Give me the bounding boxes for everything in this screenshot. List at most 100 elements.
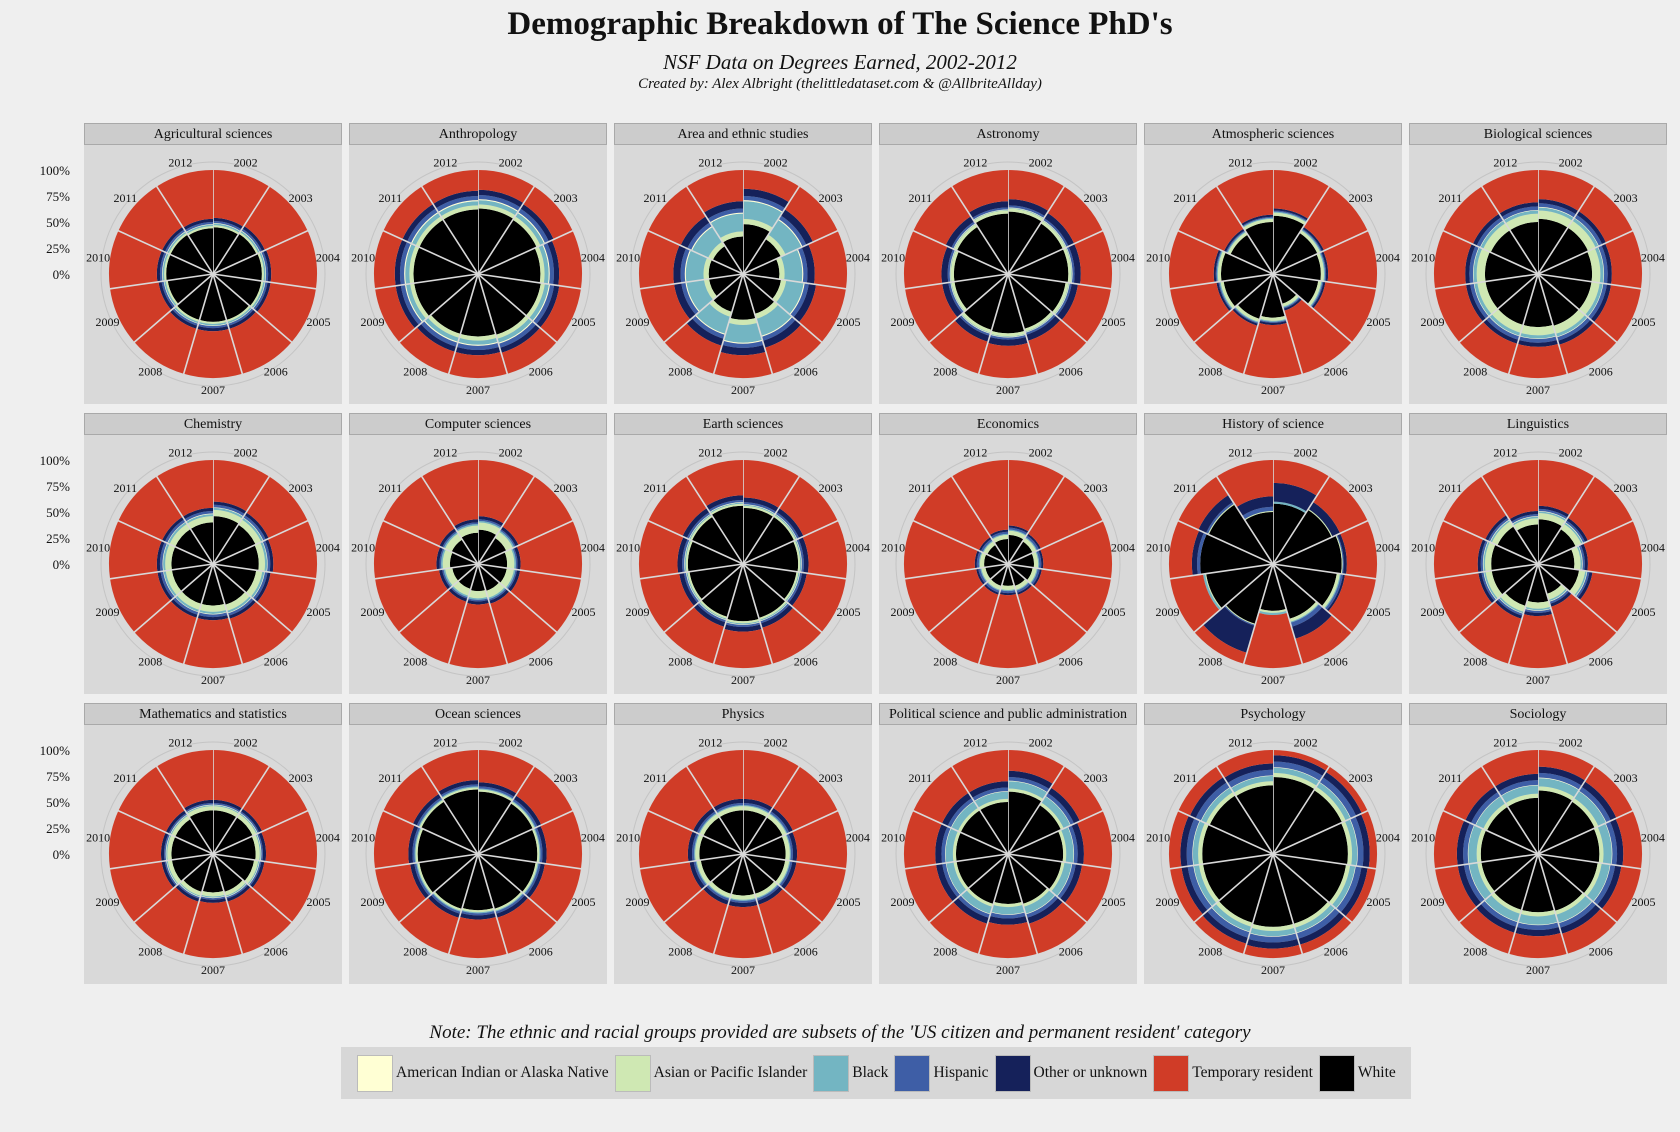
wedge-other-2012	[713, 798, 743, 812]
wedge-black-2006	[227, 306, 252, 324]
year-label: 2005	[1632, 895, 1656, 909]
wedge-hispanic-2009	[1463, 863, 1485, 904]
wedge-temporary-2011	[1178, 476, 1229, 530]
wedge-white-2011	[712, 246, 743, 274]
year-label: 2012	[1228, 446, 1252, 460]
wedge-hispanic-2003	[1319, 777, 1357, 819]
wedge-white-2008	[1237, 274, 1273, 319]
wedge-other-2004	[536, 825, 547, 864]
year-label: 2003	[554, 771, 578, 785]
wedge-temporary-2009	[1170, 867, 1204, 923]
year-label: 2008	[403, 945, 427, 959]
wedge-temporary-2003	[1584, 766, 1633, 819]
year-label: 2010	[1411, 250, 1435, 264]
year-label: 2004	[1376, 540, 1400, 554]
wedge-black-2008	[1484, 894, 1521, 922]
year-label: 2003	[289, 191, 313, 205]
wedge-temporary-2012	[1481, 750, 1538, 787]
wedge-temporary-2005	[783, 861, 846, 923]
wedge-american_indian-2004	[1597, 246, 1605, 284]
wedge-separator	[1480, 765, 1539, 855]
wedge-other-2008	[1202, 911, 1249, 944]
wedge-temporary-2012	[686, 170, 743, 213]
wedge-other-2006	[762, 319, 802, 348]
wedge-white-2008	[1504, 564, 1538, 606]
panel-ocean-sciences: Ocean sciences 2002 2003 2004 2005 2006 2007 20…	[349, 703, 607, 984]
wedge-other-2004	[547, 240, 560, 286]
wedge-other-2007	[196, 325, 230, 332]
year-label: 2008	[668, 365, 692, 379]
year-label: 2007	[1526, 383, 1550, 397]
wedge-temporary-2002	[1538, 170, 1595, 212]
wedge-asian-2004	[251, 834, 260, 861]
wedge-temporary-2002	[743, 170, 800, 203]
year-label: 2005	[1102, 315, 1126, 329]
year-label: 2007	[1526, 673, 1550, 687]
wedge-asian-2004	[1316, 252, 1324, 282]
wedge-black-2009	[695, 860, 708, 886]
wedge-temporary-2006	[501, 327, 557, 374]
panel-title: Computer sciences	[349, 413, 607, 435]
radial-tick-label: 0%	[52, 847, 70, 862]
wedge-asian-2002	[743, 218, 773, 233]
year-label: 2012	[698, 736, 722, 750]
wedge-black-2004	[533, 828, 541, 863]
wedge-hispanic-2007	[1259, 319, 1287, 323]
wedge-hispanic-2010	[1469, 245, 1479, 284]
wedge-hispanic-2008	[1233, 307, 1259, 324]
wedge-separator	[712, 853, 744, 955]
wedge-other-2009	[438, 569, 451, 590]
wedge-white-2006	[1273, 274, 1297, 304]
wedge-white-2012	[1507, 797, 1538, 854]
wedge-hispanic-2011	[947, 798, 974, 828]
year-label: 2009	[360, 605, 384, 619]
wedge-other-2005	[536, 284, 560, 328]
wedge-temporary-2010	[374, 810, 415, 869]
wedge-asian-2004	[1593, 826, 1604, 864]
wedge-separator	[1007, 853, 1088, 924]
panel-psychology: Psychology 2002 2003 2004 2005 2006 2007 2008 20…	[1144, 703, 1402, 984]
year-label: 2011	[1439, 771, 1463, 785]
wedge-white-2009	[167, 274, 213, 304]
wedge-white-2002	[1273, 215, 1305, 274]
wedge-other-2006	[1549, 591, 1572, 607]
wedge-black-2012	[1242, 217, 1273, 228]
wedge-other-2007	[987, 336, 1029, 346]
wedge-other-2005	[1059, 863, 1083, 904]
wedge-black-2008	[986, 581, 1001, 591]
wedge-hispanic-2012	[185, 803, 213, 813]
wedge-temporary-2011	[913, 186, 971, 246]
year-label: 2010	[86, 250, 110, 264]
wedge-american_indian-2010	[1192, 820, 1201, 866]
wedge-temporary-2003	[1050, 766, 1103, 822]
year-label: 2010	[1146, 830, 1170, 844]
wedge-hispanic-2003	[1574, 214, 1603, 247]
wedge-asian-2010	[167, 834, 176, 861]
wedge-other-2008	[175, 884, 200, 902]
gridline-ring	[1160, 741, 1386, 967]
wedge-hispanic-2002	[213, 504, 246, 517]
wedge-white-2010	[1480, 830, 1538, 863]
wedge-separator	[742, 853, 823, 924]
year-label: 2010	[351, 830, 375, 844]
wedge-separator	[1272, 765, 1331, 855]
wedge-white-2007	[1001, 564, 1015, 586]
wedge-other-2008	[170, 598, 199, 618]
wedge-hispanic-2002	[1008, 527, 1028, 536]
wedge-separator	[1272, 563, 1378, 580]
wedge-separator	[108, 273, 214, 290]
wedge-asian-2006	[1554, 892, 1586, 915]
year-label: 2005	[1102, 895, 1126, 909]
wedge-asian-2009	[1198, 864, 1220, 904]
wedge-asian-2008	[427, 314, 461, 338]
year-label: 2008	[138, 945, 162, 959]
wedge-separator	[1007, 853, 1113, 870]
wedge-white-2007	[730, 274, 756, 320]
wedge-asian-2012	[973, 210, 1008, 224]
wedge-temporary-2004	[1074, 230, 1112, 289]
wedge-hispanic-2011	[1470, 791, 1501, 826]
wedge-black-2002	[743, 504, 776, 516]
wedge-temporary-2006	[761, 607, 822, 664]
wedge-white-2009	[171, 854, 213, 882]
wedge-separator	[663, 563, 744, 634]
